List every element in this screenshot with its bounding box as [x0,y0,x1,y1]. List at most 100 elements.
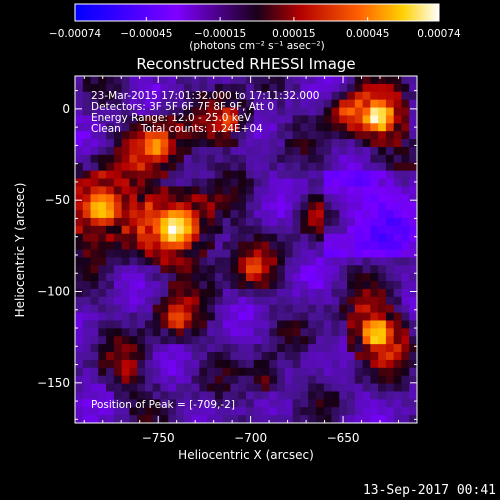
y-axis-label: Heliocentric Y (arcsec) [13,183,27,318]
heatmap-cell [90,312,99,321]
heatmap-cell [370,383,379,392]
heatmap-cell [292,352,301,361]
heatmap-cell [284,249,294,258]
heatmap-cell [269,170,278,179]
heatmap-cell [378,233,387,243]
heatmap-cell [129,352,138,361]
heatmap-cell [261,123,270,132]
heatmap-cell [183,407,192,416]
heatmap-cell [339,312,348,321]
heatmap-cell [98,352,107,361]
heatmap-cell [246,241,255,250]
heatmap-cell [199,296,208,306]
heatmap-cell [354,296,363,306]
heatmap-cell [331,288,340,298]
heatmap-cell [385,375,395,384]
heatmap-cell [168,170,177,179]
heatmap-cell [284,375,294,384]
heatmap-cell [393,344,402,353]
heatmap-cell [370,202,379,211]
heatmap-cell [370,146,379,156]
heatmap-cell [230,139,239,148]
heatmap-cell [362,76,371,85]
heatmap-cell [269,352,278,361]
heatmap-cell [75,107,84,116]
heatmap-cell [362,217,371,227]
heatmap-cell [183,257,192,266]
heatmap-cell [106,375,115,384]
heatmap-cell [238,162,247,172]
heatmap-cell [113,273,123,282]
heatmap-cell [354,344,363,353]
heatmap-cell [315,194,325,203]
heatmap-cell [121,304,130,313]
heatmap-cell [137,139,146,148]
heatmap-cell [331,170,340,179]
heatmap-cell [323,186,332,195]
heatmap-cell [362,107,371,116]
heatmap-cell [354,202,363,211]
heatmap-cell [82,225,91,235]
heatmap-cell [113,186,123,195]
heatmap-cell [292,249,301,258]
heatmap-cell [354,115,363,124]
heatmap-cell [269,344,278,353]
heatmap-cell [121,225,130,235]
heatmap-cell [168,359,177,369]
heatmap-cell [137,249,146,258]
heatmap-cell [370,328,379,337]
heatmap-cell [137,225,146,235]
heatmap-cell [82,123,91,132]
heatmap-cell [168,296,177,306]
heatmap-cell [323,99,332,108]
heatmap-cell [323,241,332,250]
heatmap-cell [230,359,239,369]
heatmap-cell [113,139,123,148]
heatmap-cell [401,217,410,227]
heatmap-cell [393,415,402,423]
heatmap-cell [113,146,123,156]
heatmap-cell [378,241,387,250]
heatmap-cell [207,288,216,298]
heatmap-cell [207,296,216,306]
heatmap-cell [222,304,231,313]
heatmap-cell [354,76,363,85]
heatmap-cell [409,367,417,377]
heatmap-cell [339,107,348,116]
heatmap-cell [253,296,262,306]
heatmap-cell [168,257,177,266]
heatmap-cell [362,391,371,400]
heatmap-cell [152,139,161,148]
heatmap-cell [168,241,177,250]
heatmap-cell [323,312,332,321]
heatmap-cell [160,115,169,124]
heatmap-cell [246,139,255,148]
heatmap-cell [331,217,340,227]
heatmap-cell [113,241,123,250]
heatmap-cell [238,225,247,235]
heatmap-cell [137,257,146,266]
heatmap-cell [284,162,294,172]
heatmap-cell [401,194,410,203]
heatmap-cell [409,312,417,321]
heatmap-cell [238,344,247,353]
heatmap-cell [152,336,161,345]
heatmap-cell [222,328,231,337]
heatmap-cell [230,186,239,195]
heatmap-cell [362,352,371,361]
heatmap-cell [137,107,146,116]
heatmap-cell [144,391,154,400]
heatmap-cell [207,273,216,282]
heatmap-cell [144,265,154,274]
heatmap-cell [300,83,309,93]
heatmap-cell [176,320,185,329]
heatmap-cell [378,273,387,282]
heatmap-cell [168,407,177,416]
heatmap-cell [354,146,363,156]
heatmap-cell [137,391,146,400]
heatmap-cell [347,352,356,361]
heatmap-cell [300,296,309,306]
heatmap-cell [230,107,239,116]
heatmap-cell [152,407,161,416]
heatmap-cell [315,131,325,140]
